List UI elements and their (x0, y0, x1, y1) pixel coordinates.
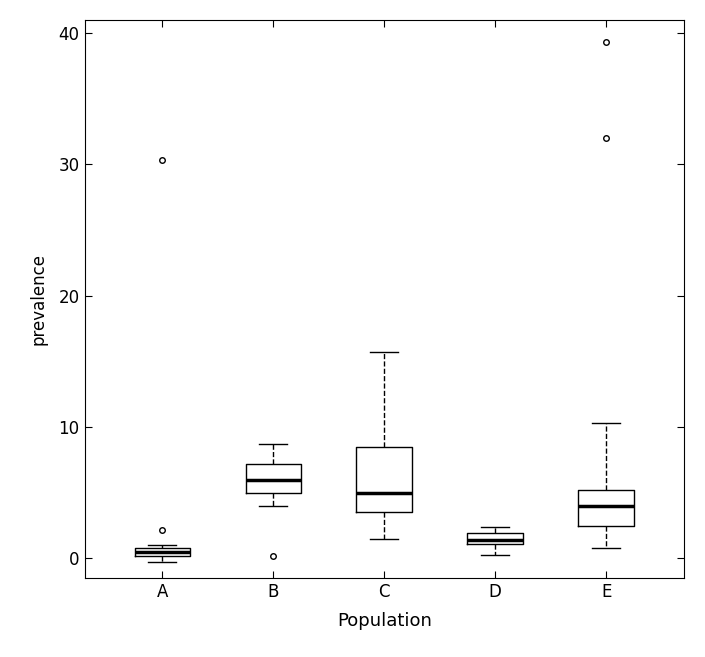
X-axis label: Population: Population (337, 612, 431, 630)
Y-axis label: prevalence: prevalence (30, 253, 47, 345)
